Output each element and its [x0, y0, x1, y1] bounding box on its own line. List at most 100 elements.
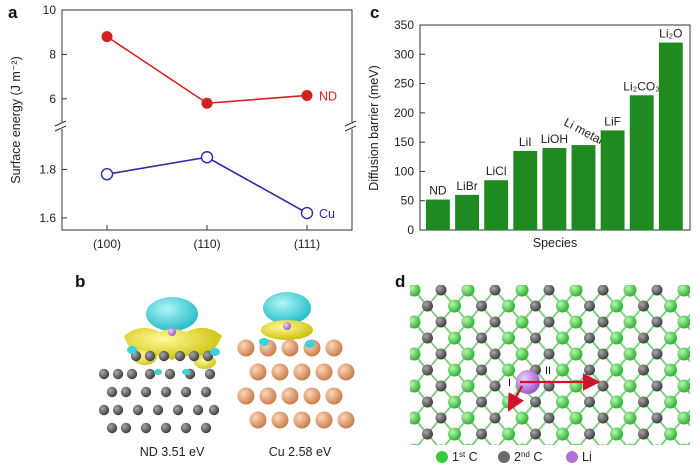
y-axis-label: Surface energy (J m⁻²): [9, 56, 23, 183]
carbon-atom: [192, 404, 204, 416]
legend-label: Li: [582, 450, 592, 464]
second-layer-carbon: [543, 285, 555, 296]
path-i-arrow: [507, 385, 525, 412]
second-layer-carbon: [489, 285, 501, 296]
bar-label: LiOH: [541, 132, 568, 146]
second-layer-carbon: [584, 396, 595, 408]
first-layer-carbon: [515, 315, 529, 329]
first-layer-carbon: [448, 395, 461, 409]
second-layer-carbon: [597, 348, 609, 360]
second-layer-carbon: [530, 428, 541, 440]
second-layer-carbon: [422, 300, 433, 312]
carbon-atom: [120, 386, 132, 398]
nd-structure: [98, 297, 222, 434]
first-layer-carbon: [448, 427, 461, 441]
second-layer-carbon: [422, 461, 433, 470]
carbon-atoms: [98, 350, 220, 434]
bar: [455, 194, 479, 230]
second-layer-carbon: [638, 428, 649, 440]
charge-density-illustration: ND 3.51 eV Cu 2.58 eV: [98, 292, 355, 459]
lithium-atom: [283, 322, 291, 330]
first-layer-carbon: [463, 443, 473, 445]
second-layer-carbon: [422, 364, 433, 376]
first-layer-carbon: [556, 363, 569, 377]
first-layer-carbon: [448, 299, 461, 313]
copper-atom: [325, 387, 343, 405]
second-layer-carbon: [422, 428, 433, 440]
y-tick-label: 150: [394, 135, 414, 149]
first-layer-carbon: [677, 379, 690, 393]
second-layer-carbon: [651, 380, 663, 392]
second-layer-carbon: [597, 380, 609, 392]
second-layer-carbon: [584, 300, 595, 312]
carbon-atom: [158, 350, 170, 362]
data-point-nd: [101, 31, 113, 43]
second-layer-carbon: [476, 332, 487, 344]
first-layer-carbon: [410, 379, 421, 393]
second-layer-carbon: [654, 444, 660, 445]
y-tick-label: 0: [407, 223, 414, 237]
bar-label: Li metal: [562, 115, 606, 147]
second-layer-carbon: [435, 348, 447, 360]
y-tick-label: 10: [43, 3, 57, 17]
y-tick-label: 200: [394, 106, 414, 120]
carbon-atom: [174, 350, 186, 362]
lattice-bond: [603, 450, 617, 466]
plot-frame: [61, 9, 353, 231]
second-layer-carbon: [435, 316, 447, 328]
copper-atom: [337, 411, 355, 429]
copper-atom: [315, 411, 333, 429]
data-point-cu: [100, 168, 114, 181]
second-layer-carbon: [600, 444, 606, 445]
second-layer-carbon: [584, 428, 595, 440]
y-tick-label: 100: [394, 164, 414, 178]
copper-atom: [325, 339, 343, 357]
carbon-atom: [144, 368, 156, 380]
lattice-bond: [644, 450, 658, 466]
first-layer-carbon: [515, 411, 529, 425]
second-layer-carbon: [692, 333, 700, 344]
second-layer-carbon: [584, 364, 595, 376]
second-layer-carbon: [435, 380, 447, 392]
first-layer-carbon: [461, 411, 475, 425]
first-layer-carbon: [664, 331, 677, 345]
y-axis-label: Diffusion barrier (meV): [367, 65, 381, 191]
bar: [600, 130, 625, 230]
second-layer-carbon: [597, 412, 609, 424]
second-layer-carbon: [692, 429, 700, 440]
legend-swatch: [498, 451, 510, 463]
y-tick-label: 50: [401, 194, 415, 208]
depletion-lobe: [146, 297, 198, 331]
second-layer-carbon: [492, 444, 498, 445]
first-layer-carbon: [625, 443, 635, 445]
first-layer-carbon: [610, 460, 623, 470]
bar-label: LiBr: [456, 179, 477, 193]
bar-label: LiI: [519, 135, 532, 149]
second-layer-carbon: [638, 396, 649, 408]
copper-atom: [293, 411, 311, 429]
first-layer-carbon: [610, 427, 623, 441]
copper-atoms: [237, 338, 355, 429]
second-layer-carbon: [651, 348, 663, 360]
copper-atom: [259, 387, 277, 405]
first-layer-carbon: [623, 347, 637, 361]
series-line-nd: [106, 35, 308, 105]
y-tick-label: 350: [394, 18, 414, 32]
first-layer-carbon: [410, 443, 419, 445]
surface-energy-chart: 6 8 10 1.6 1.8 (100) (110) (111) ND Cu Surface…: [9, 3, 359, 251]
lattice-bond: [549, 450, 563, 466]
carbon-atom: [112, 368, 124, 380]
second-layer-carbon: [692, 301, 700, 312]
carbon-atom: [208, 404, 220, 416]
copper-atom: [237, 387, 255, 405]
second-layer-carbon: [692, 461, 700, 470]
first-layer-carbon: [623, 285, 637, 297]
first-layer-carbon: [461, 315, 475, 329]
series-label-nd: ND: [319, 89, 337, 103]
bar: [426, 199, 450, 230]
series-label-cu: Cu: [319, 207, 335, 221]
x-ticks: (100) (110) (111): [93, 225, 320, 251]
bar: [542, 148, 567, 230]
carbon-atom: [140, 386, 152, 398]
